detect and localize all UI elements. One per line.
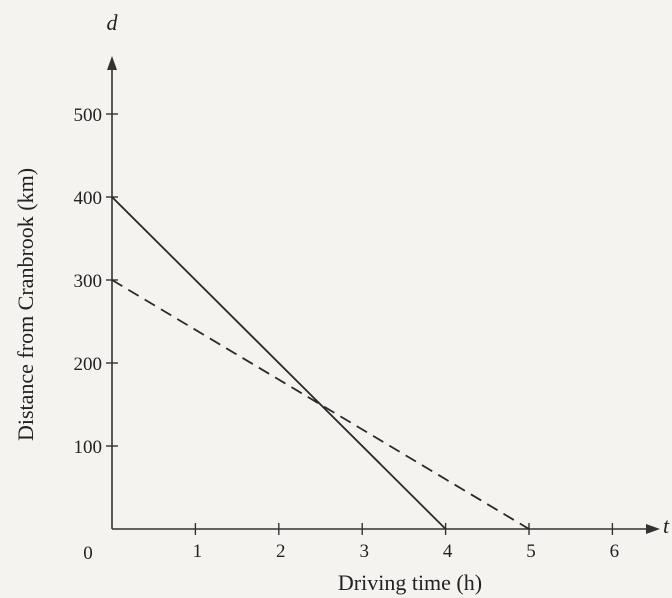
y-tick-label: 500	[74, 105, 103, 126]
x-axis-title: Driving time (h)	[338, 570, 482, 595]
x-tick-label: 4	[443, 541, 453, 562]
y-axis-title: Distance from Cranbrook (km)	[13, 168, 38, 441]
y-tick-label: 400	[74, 188, 103, 209]
x-axis-arrow-icon	[646, 524, 660, 534]
x-axis-variable: t	[663, 513, 670, 538]
x-tick-label: 2	[276, 541, 286, 562]
y-axis-variable: d	[107, 10, 119, 35]
x-tick-label: 5	[526, 541, 536, 562]
axes	[107, 56, 660, 534]
solid-series-line	[112, 197, 446, 529]
x-tick-label: 6	[610, 541, 620, 562]
x-tick-label: 1	[193, 541, 203, 562]
y-tick-label: 100	[74, 437, 103, 458]
origin-label: 0	[83, 543, 93, 564]
y-tick-label: 200	[74, 354, 103, 375]
x-tick-label: 3	[359, 541, 369, 562]
series-lines	[112, 197, 529, 529]
y-axis-arrow-icon	[107, 56, 117, 70]
y-tick-label: 300	[74, 271, 103, 292]
